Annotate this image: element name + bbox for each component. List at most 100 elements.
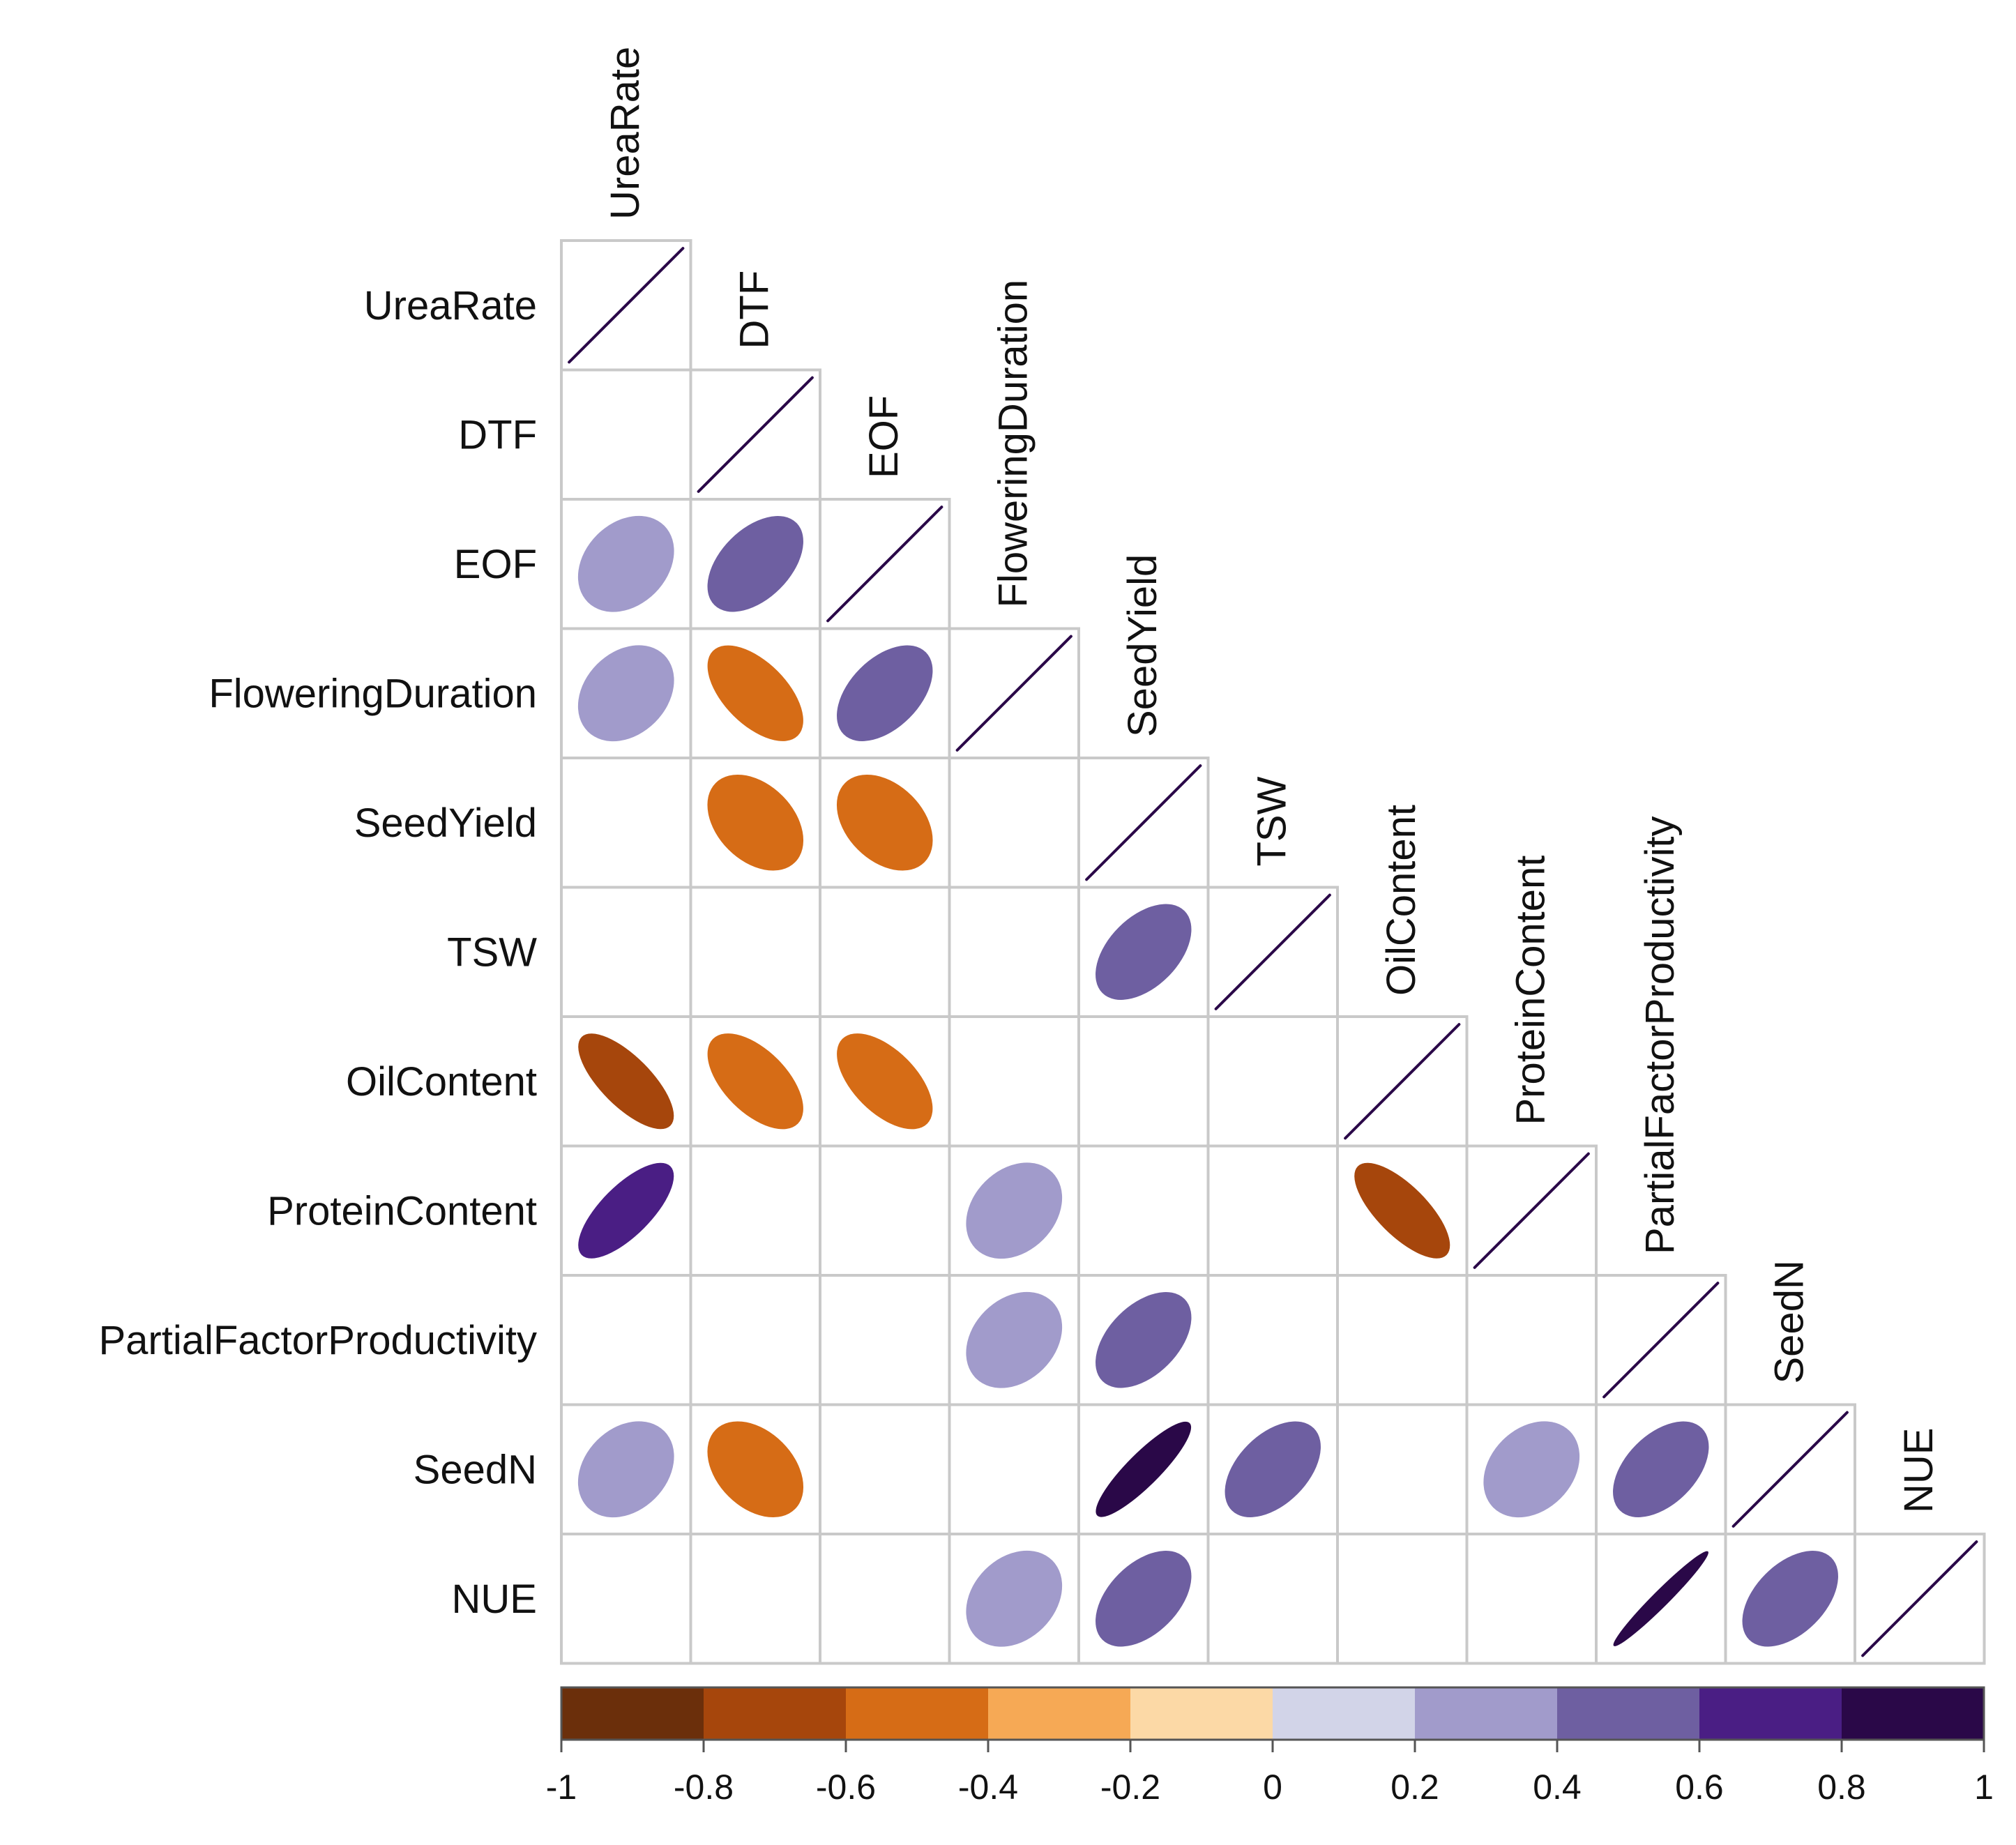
colorbar-tick-label-5: 0 — [1263, 1768, 1282, 1807]
colorbar-tick-label-3: -0.4 — [958, 1768, 1018, 1807]
cell-PartialFactorProductivity-UreaRate — [560, 1274, 692, 1406]
row-label-NUE: NUE — [452, 1577, 537, 1622]
column-label-NUE: NUE — [1896, 1428, 1941, 1513]
colorbar-tick-label-8: 0.6 — [1675, 1768, 1724, 1807]
cell-SeedN-FloweringDuration — [948, 1403, 1080, 1535]
row-label-TSW: TSW — [447, 929, 537, 975]
cell-ProteinContent-TSW — [1206, 1144, 1339, 1277]
column-label-DTF: DTF — [732, 271, 777, 349]
row-label-ProteinContent: ProteinContent — [267, 1188, 537, 1233]
cell-OilContent-TSW — [1206, 1015, 1339, 1148]
colorbar-tick-label-9: 0.8 — [1817, 1768, 1866, 1807]
row-label-UreaRate: UreaRate — [364, 283, 537, 328]
column-label-PartialFactorProductivity: PartialFactorProductivity — [1637, 816, 1683, 1254]
cell-SeedN-OilContent — [1336, 1403, 1469, 1535]
ellipse-OilContent-DTF — [707, 1033, 803, 1130]
cell-SeedYield-FloweringDuration — [948, 757, 1080, 889]
cell-NUE-OilContent — [1336, 1533, 1469, 1665]
ellipse-NUE-FloweringDuration — [966, 1550, 1063, 1647]
cell-OilContent-FloweringDuration — [948, 1015, 1080, 1148]
ellipse-TSW-TSW — [1214, 893, 1331, 1010]
ellipse-EOF-UreaRate — [577, 515, 674, 612]
colorbar-segment-4 — [1130, 1687, 1273, 1740]
row-label-PartialFactorProductivity: PartialFactorProductivity — [98, 1318, 537, 1363]
cell-PartialFactorProductivity-EOF — [819, 1274, 951, 1406]
row-labels: UreaRate DTF EOF FloweringDuration SeedYield… — [98, 283, 537, 1622]
ellipse-DTF-DTF — [697, 376, 814, 493]
ellipse-NUE-SeedYield — [1096, 1551, 1192, 1647]
ellipse-OilContent-UreaRate — [578, 1033, 674, 1130]
row-label-DTF: DTF — [458, 412, 537, 457]
ellipse-FloweringDuration-EOF — [837, 645, 933, 741]
ellipse-SeedN-SeedYield — [1096, 1421, 1192, 1517]
ellipse-ProteinContent-UreaRate — [578, 1162, 674, 1259]
ellipse-UreaRate-UreaRate — [568, 247, 685, 364]
colorbar-segment-9 — [1842, 1687, 1985, 1740]
cell-ProteinContent-DTF — [689, 1144, 821, 1277]
ellipse-SeedN-PartialFactorProductivity — [1613, 1421, 1709, 1517]
ellipse-EOF-DTF — [707, 516, 803, 612]
ellipse-FloweringDuration-UreaRate — [577, 645, 674, 742]
cell-NUE-ProteinContent — [1465, 1533, 1598, 1665]
column-label-EOF: EOF — [861, 395, 907, 478]
cell-PartialFactorProductivity-DTF — [689, 1274, 821, 1406]
cell-TSW-EOF — [819, 886, 951, 1018]
colorbar-tick-label-4: -0.2 — [1100, 1768, 1160, 1807]
ellipse-SeedN-SeedN — [1731, 1411, 1849, 1528]
ellipse-SeedN-TSW — [1225, 1421, 1321, 1517]
colorbar-segment-2 — [846, 1687, 989, 1740]
cell-OilContent-SeedYield — [1077, 1015, 1210, 1148]
colorbar-tick-label-1: -0.8 — [674, 1768, 734, 1807]
cell-TSW-FloweringDuration — [948, 886, 1080, 1018]
row-label-OilContent: OilContent — [346, 1059, 537, 1104]
column-label-UreaRate: UreaRate — [602, 47, 648, 220]
ellipse-NUE-PartialFactorProductivity — [1613, 1551, 1708, 1646]
column-label-ProteinContent: ProteinContent — [1508, 856, 1553, 1125]
ellipse-EOF-EOF — [826, 506, 943, 623]
ellipse-SeedYield-EOF — [836, 774, 933, 871]
colorbar: -1 -0.8 -0.6 -0.4 -0.2 0 0.2 0.4 0.6 0.8 1 — [546, 1686, 1994, 1807]
cell-PartialFactorProductivity-ProteinContent — [1465, 1274, 1598, 1406]
row-label-SeedN: SeedN — [414, 1447, 537, 1492]
ellipse-SeedN-DTF — [707, 1421, 804, 1518]
colorbar-segment-1 — [704, 1687, 847, 1740]
row-label-FloweringDuration: FloweringDuration — [209, 671, 537, 716]
ellipse-NUE-SeedN — [1742, 1551, 1838, 1647]
ellipse-SeedN-ProteinContent — [1483, 1421, 1580, 1518]
colorbar-segment-3 — [988, 1687, 1131, 1740]
ellipse-ProteinContent-ProteinContent — [1473, 1152, 1590, 1269]
column-label-SeedYield: SeedYield — [1120, 554, 1165, 737]
ellipse-PartialFactorProductivity-SeedYield — [1096, 1292, 1192, 1388]
colorbar-segment-5 — [1273, 1687, 1416, 1740]
cell-NUE-DTF — [689, 1533, 821, 1665]
colorbar-segment-7 — [1557, 1687, 1700, 1740]
ellipse-OilContent-OilContent — [1344, 1023, 1461, 1140]
colorbar-tick-label-7: 0.4 — [1533, 1768, 1582, 1807]
cell-ProteinContent-EOF — [819, 1144, 951, 1277]
ellipse-OilContent-EOF — [837, 1033, 933, 1130]
ellipse-SeedYield-SeedYield — [1085, 764, 1202, 881]
column-labels: UreaRate DTF EOF FloweringDuration SeedYield… — [602, 47, 1941, 1513]
ellipse-NUE-NUE — [1861, 1540, 1978, 1657]
colorbar-segment-0 — [561, 1687, 704, 1740]
cell-NUE-EOF — [819, 1533, 951, 1665]
ellipse-FloweringDuration-DTF — [707, 645, 803, 741]
row-label-EOF: EOF — [454, 542, 537, 587]
ellipse-SeedN-UreaRate — [577, 1421, 674, 1518]
ellipse-TSW-SeedYield — [1096, 904, 1192, 1000]
ellipse-PartialFactorProductivity-PartialFactorProductivity — [1602, 1282, 1720, 1399]
cell-NUE-UreaRate — [560, 1533, 692, 1665]
colorbar-tick-label-6: 0.2 — [1390, 1768, 1439, 1807]
cell-TSW-DTF — [689, 886, 821, 1018]
cell-SeedN-EOF — [819, 1403, 951, 1535]
colorbar-segment-8 — [1699, 1687, 1842, 1740]
column-label-OilContent: OilContent — [1379, 805, 1424, 996]
matrix-cells — [560, 239, 1986, 1665]
ellipse-ProteinContent-OilContent — [1354, 1162, 1450, 1259]
cell-TSW-UreaRate — [560, 886, 692, 1018]
cell-FloweringDuration-EOF — [819, 627, 951, 759]
cell-PartialFactorProductivity-OilContent — [1336, 1274, 1469, 1406]
colorbar-tick-label-0: -1 — [546, 1768, 577, 1807]
colorbar-tick-label-10: 1 — [1974, 1768, 1994, 1807]
